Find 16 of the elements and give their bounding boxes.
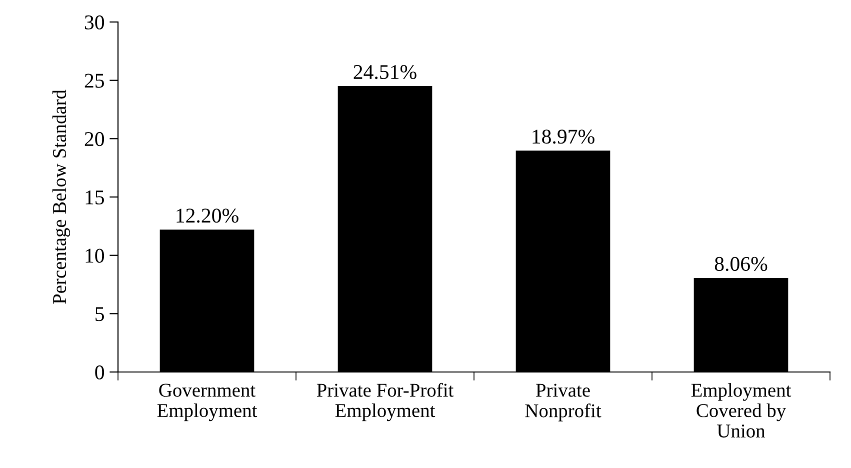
y-axis-title: Percentage Below Standard	[52, 90, 70, 304]
y-tick-label: 25	[84, 74, 104, 88]
y-tick-label: 30	[84, 15, 104, 30]
y-tick-label: 10	[86, 248, 104, 263]
x-tick-label: Private For-Profit Employment	[316, 382, 454, 422]
data-label: 12.20%	[176, 208, 238, 223]
y-tick-label: 15	[86, 190, 104, 204]
y-tick-label: 5	[96, 307, 104, 322]
data-label: 24.51%	[354, 64, 416, 80]
x-tick-label: Government Employment	[157, 384, 258, 422]
data-label: 8.06%	[714, 256, 768, 272]
x-tick-label: Private Nonprofit	[525, 384, 602, 422]
data-label: 18.97%	[532, 130, 594, 144]
y-tick-label: 0	[95, 365, 104, 380]
x-tick-label: Employment Covered by Union	[691, 383, 792, 438]
y-tick-label: 20	[84, 132, 104, 146]
